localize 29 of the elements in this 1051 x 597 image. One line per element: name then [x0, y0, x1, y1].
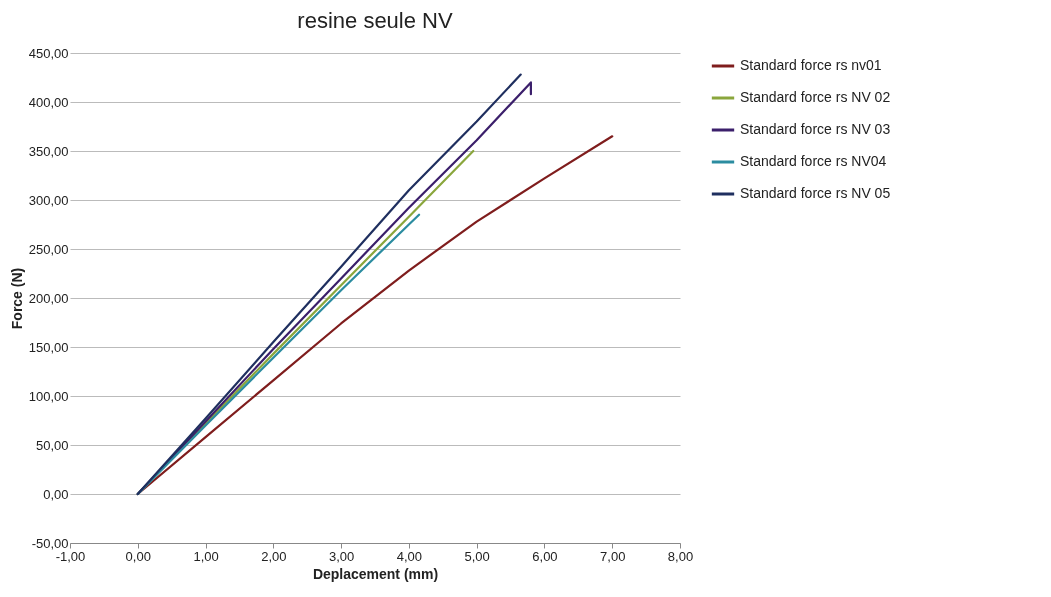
- legend-label: Standard force rs NV 05: [740, 185, 891, 201]
- y-tick-label: 150,00: [28, 339, 69, 355]
- y-tick-label: 450,00: [28, 45, 69, 61]
- x-tick-label: -1,00: [55, 548, 86, 564]
- legend-label: Standard force rs NV04: [740, 153, 887, 169]
- y-tick-label: 300,00: [28, 192, 69, 208]
- x-tick-label: 8,00: [667, 548, 694, 564]
- x-tick-label: 7,00: [600, 548, 626, 564]
- x-tick-label: 3,00: [328, 548, 355, 564]
- x-tick-label: 1,00: [193, 548, 219, 564]
- x-tick-label: 0,00: [125, 548, 151, 564]
- chart-title: resine seule NV: [297, 8, 453, 33]
- y-tick-label: 0,00: [43, 486, 69, 502]
- y-tick-label: -50,00: [31, 535, 69, 551]
- x-tick-label: 6,00: [532, 548, 558, 564]
- x-axis-title: Deplacement (mm): [312, 565, 439, 582]
- y-tick-label: 50,00: [35, 437, 69, 453]
- x-tick-label: 2,00: [261, 548, 287, 564]
- x-tick-label: 5,00: [464, 548, 490, 564]
- y-tick-label: 250,00: [28, 241, 69, 257]
- y-tick-label: 200,00: [28, 290, 69, 306]
- legend-label: Standard force rs NV 03: [740, 121, 891, 137]
- y-axis-title: Force (N): [8, 267, 25, 330]
- legend-label: Standard force rs NV 02: [740, 89, 891, 105]
- y-tick-label: 100,00: [28, 388, 69, 404]
- y-tick-label: 400,00: [28, 94, 69, 110]
- y-tick-label: 350,00: [28, 143, 69, 159]
- x-tick-label: 4,00: [396, 548, 423, 564]
- legend-label: Standard force rs nv01: [740, 57, 882, 73]
